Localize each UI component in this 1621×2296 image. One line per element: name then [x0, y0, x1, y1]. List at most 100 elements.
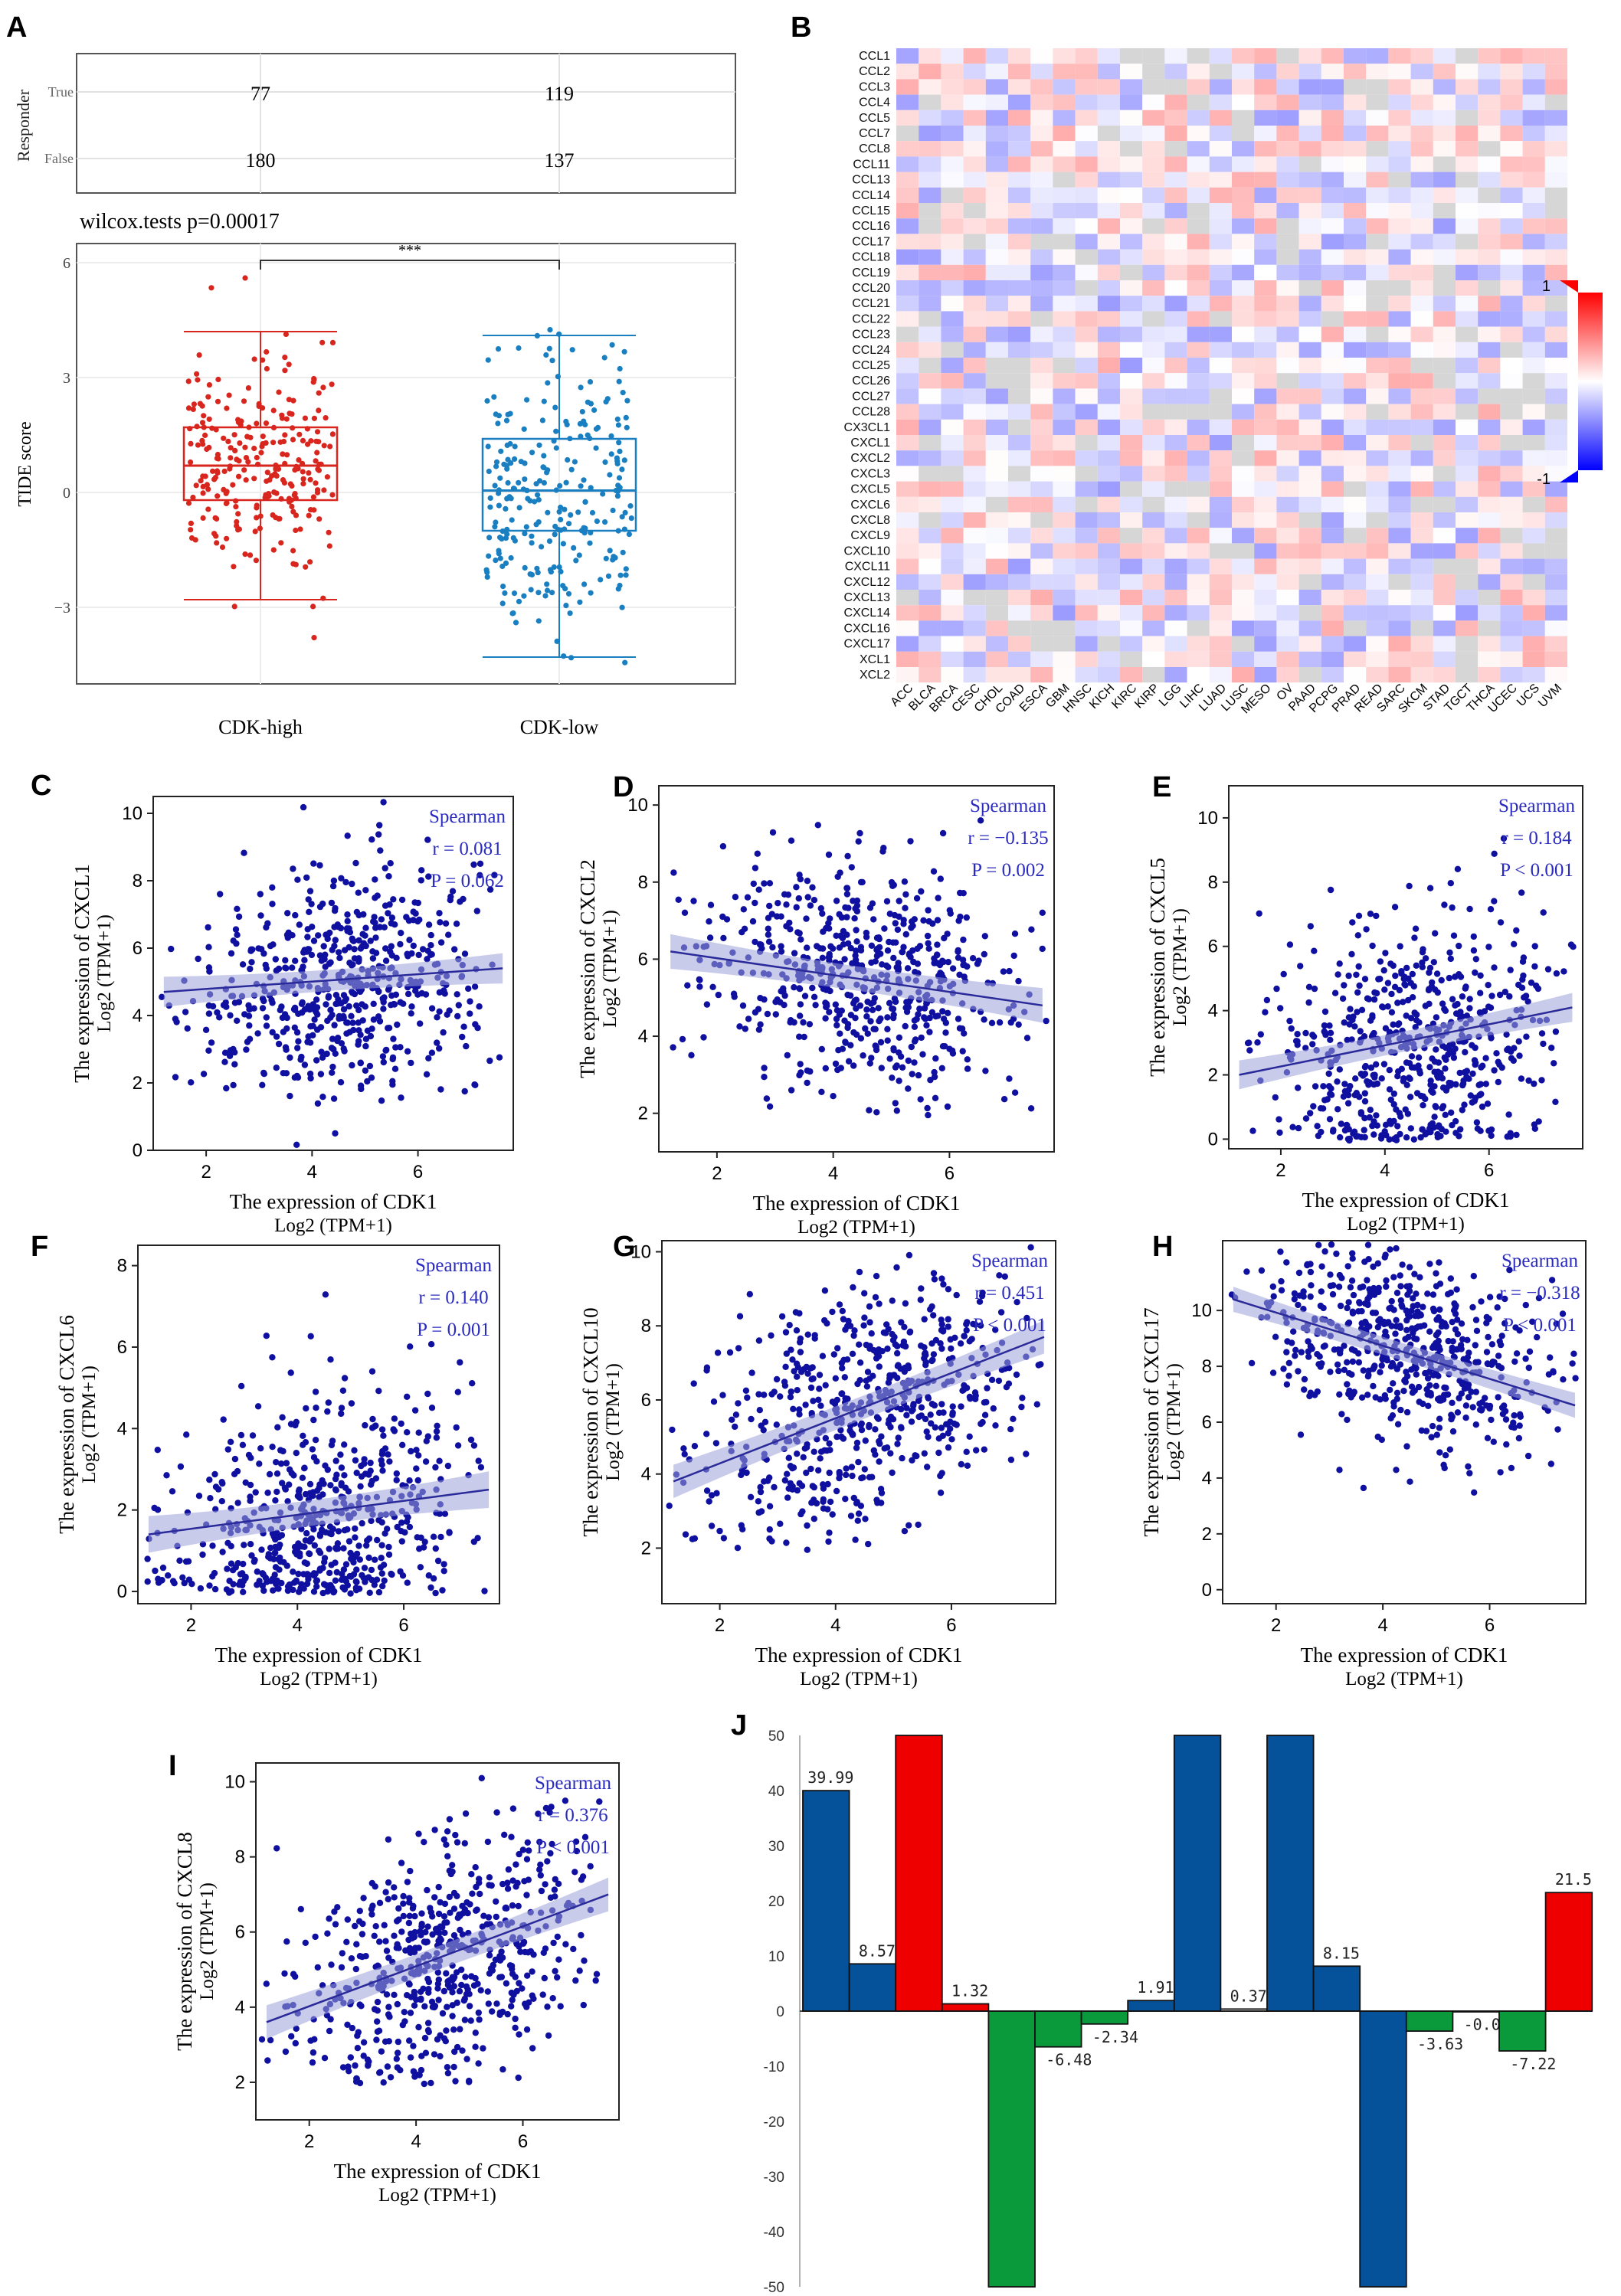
heatmap-cell	[1366, 156, 1389, 172]
scatter-point	[1471, 1057, 1479, 1064]
heatmap-row-label: CCL19	[852, 267, 890, 280]
scatter-point	[1408, 1053, 1416, 1060]
scatter-point	[441, 1510, 449, 1517]
scatter-point	[934, 941, 941, 948]
heatmap-cell	[1388, 48, 1411, 64]
scatter-point	[982, 1068, 989, 1074]
heatmap-cell	[1344, 605, 1367, 621]
heatmap-row-label: CXCL6	[850, 499, 890, 512]
heatmap-cell	[1522, 249, 1545, 265]
heatmap-cell	[1164, 64, 1187, 80]
scatter-point	[1452, 1081, 1459, 1088]
tide-point	[205, 486, 211, 492]
scatter-point	[843, 1471, 850, 1479]
scatter-point	[460, 895, 467, 903]
scatter-point	[809, 1364, 816, 1371]
heatmap-cell	[985, 590, 1008, 606]
x-tick-label: 2	[186, 1615, 196, 1636]
heatmap-cell	[1522, 543, 1545, 559]
scatter-point	[219, 1549, 226, 1555]
scatter-point	[243, 1046, 250, 1053]
scatter-point	[1305, 999, 1312, 1006]
scatter-point	[294, 1045, 301, 1052]
heatmap-cell	[963, 651, 986, 667]
scatter-point	[957, 913, 964, 921]
x-axis-unit: Log2 (TPM+1)	[800, 1669, 918, 1689]
tide-point	[195, 442, 201, 448]
responder-axis-label: Responder	[14, 89, 33, 162]
scatter-point	[1484, 1101, 1492, 1107]
tide-point	[521, 426, 527, 432]
stat-p: P = 0.002	[971, 860, 1045, 881]
heatmap-cell	[1254, 543, 1277, 559]
heatmap-cell	[1120, 156, 1143, 172]
heatmap-row-label: CXCL8	[850, 514, 890, 527]
heatmap-row-label: CXCL5	[850, 483, 890, 496]
tide-plot-boxes	[182, 331, 637, 658]
tide-point	[221, 435, 227, 441]
scatter-point	[703, 1001, 711, 1008]
scatter-point	[1337, 1133, 1344, 1141]
heatmap-cell	[1030, 234, 1053, 250]
tide-point	[194, 371, 200, 377]
tide-point	[251, 476, 257, 482]
scatter-point	[1523, 1033, 1530, 1040]
tide-x-label-cdk-low: CDK-low	[520, 716, 599, 738]
scatter-point	[309, 1001, 316, 1008]
heatmap-cell	[1321, 528, 1344, 544]
scatter-point	[889, 1074, 896, 1081]
scatter-point	[925, 1111, 932, 1119]
heatmap-cell	[1522, 466, 1545, 482]
tide-point	[571, 545, 577, 551]
heatmap-cell	[1053, 187, 1076, 203]
tide-y-tick-label: 3	[63, 370, 70, 387]
scatter-point	[333, 1568, 340, 1576]
y-axis-unit: Log2 (TPM+1)	[603, 1363, 624, 1481]
scatter-point	[979, 1418, 986, 1426]
heatmap-cell	[963, 466, 986, 482]
y-tick-label: 4	[117, 1418, 127, 1439]
scatter-point	[851, 915, 858, 922]
heatmap-cell	[1456, 574, 1479, 590]
scatter-point	[457, 1359, 463, 1366]
scatter-point	[703, 1367, 710, 1374]
scatter-point	[328, 1045, 336, 1052]
scatter-point	[838, 1390, 845, 1398]
scatter-point	[1466, 996, 1473, 1002]
scatter-point	[812, 1002, 819, 1009]
heatmap-cell	[1366, 234, 1389, 250]
tide-point	[188, 459, 194, 466]
heatmap-cell	[1544, 466, 1567, 482]
scatter-point	[1344, 1136, 1352, 1143]
scatter-point	[427, 1341, 435, 1348]
scatter-point	[1325, 1083, 1333, 1090]
heatmap-cell	[1030, 296, 1053, 312]
heatmap-cell	[1164, 342, 1187, 358]
scatter-point	[928, 1420, 935, 1427]
heatmap-cell	[1209, 404, 1232, 420]
scatter-point	[182, 1009, 189, 1016]
scatter-point	[804, 1546, 811, 1553]
heatmap-cell	[1254, 496, 1277, 512]
tide-point	[251, 445, 257, 452]
y-tick-label: 0	[117, 1581, 127, 1602]
heatmap-cell	[941, 574, 964, 590]
tide-point	[486, 468, 492, 475]
heatmap-cell	[919, 203, 941, 219]
heatmap-row-label: CXCL17	[844, 638, 891, 651]
scatter-point	[856, 1377, 863, 1384]
scatter-point	[343, 1030, 350, 1037]
scatter-point	[404, 990, 412, 998]
scatter-point	[279, 1480, 286, 1487]
heatmap-cell	[963, 187, 986, 203]
scatter-point	[444, 1011, 450, 1019]
scatter-point	[1412, 925, 1420, 932]
scatter-point	[959, 1048, 966, 1055]
heatmap-cell	[1187, 574, 1210, 590]
scatter-point	[1349, 919, 1356, 926]
heatmap-cell	[919, 79, 941, 95]
heatmap-cell	[1433, 481, 1456, 497]
tide-point	[588, 401, 594, 407]
scatter-point	[843, 891, 851, 898]
scatter-point	[269, 1576, 276, 1584]
